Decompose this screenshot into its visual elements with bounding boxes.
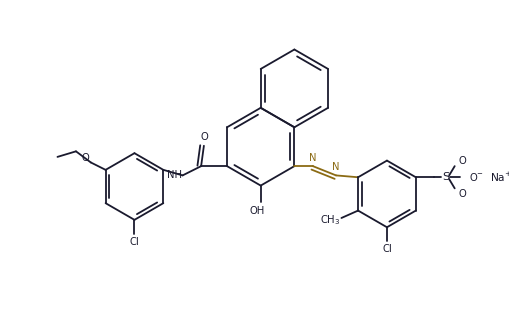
Text: CH$_3$: CH$_3$ <box>320 213 341 227</box>
Text: N: N <box>332 162 340 172</box>
Text: O: O <box>458 189 466 199</box>
Text: O: O <box>458 156 466 165</box>
Text: Na$^{+}$: Na$^{+}$ <box>490 171 509 184</box>
Text: O$^{-}$: O$^{-}$ <box>469 171 485 183</box>
Text: O: O <box>200 132 208 142</box>
Text: Cl: Cl <box>130 237 139 247</box>
Text: NH: NH <box>167 170 182 180</box>
Text: OH: OH <box>249 206 265 216</box>
Text: N: N <box>309 153 317 163</box>
Text: O: O <box>81 153 89 163</box>
Text: Cl: Cl <box>382 244 392 254</box>
Text: S: S <box>442 172 449 182</box>
